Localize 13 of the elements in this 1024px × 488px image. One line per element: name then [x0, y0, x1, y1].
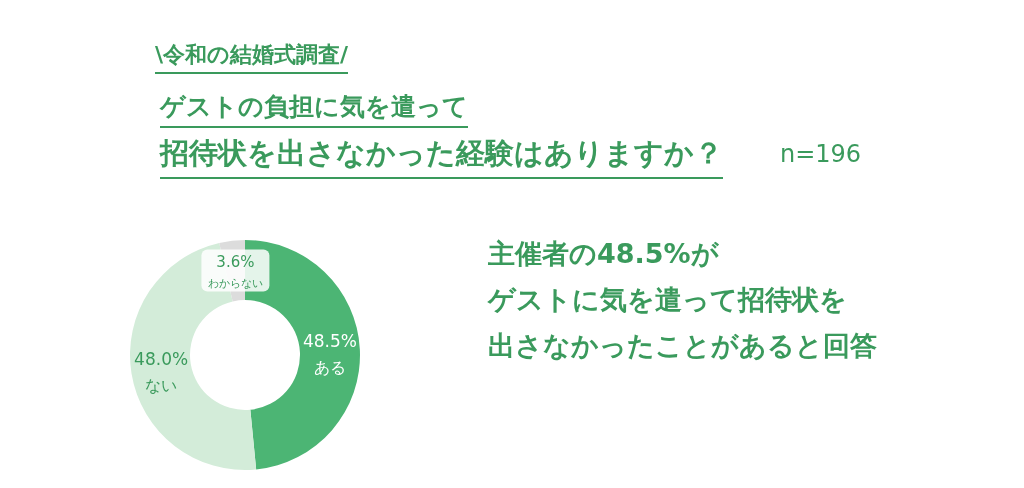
text: n=196 [780, 140, 862, 168]
slice-label: わからない [207, 276, 263, 290]
text: 主催者の48.5%が [488, 237, 719, 271]
data-label: 3.6% [216, 252, 255, 271]
text: \令和の結婚式調査/ [155, 40, 349, 74]
data-label: 48.5% [302, 330, 357, 351]
data-label: 48.0% [134, 348, 189, 369]
chart-title: ゲストの負担に気を遣って [160, 90, 468, 128]
text: 出さなかったことがあると回答 [488, 329, 877, 363]
slice-label: ない [145, 375, 178, 395]
slice-label: ある [313, 357, 346, 377]
text: ゲストに気を遣って招待状を [488, 283, 847, 317]
text: 招待状を出さなかった経験はありますか？ [160, 134, 723, 179]
